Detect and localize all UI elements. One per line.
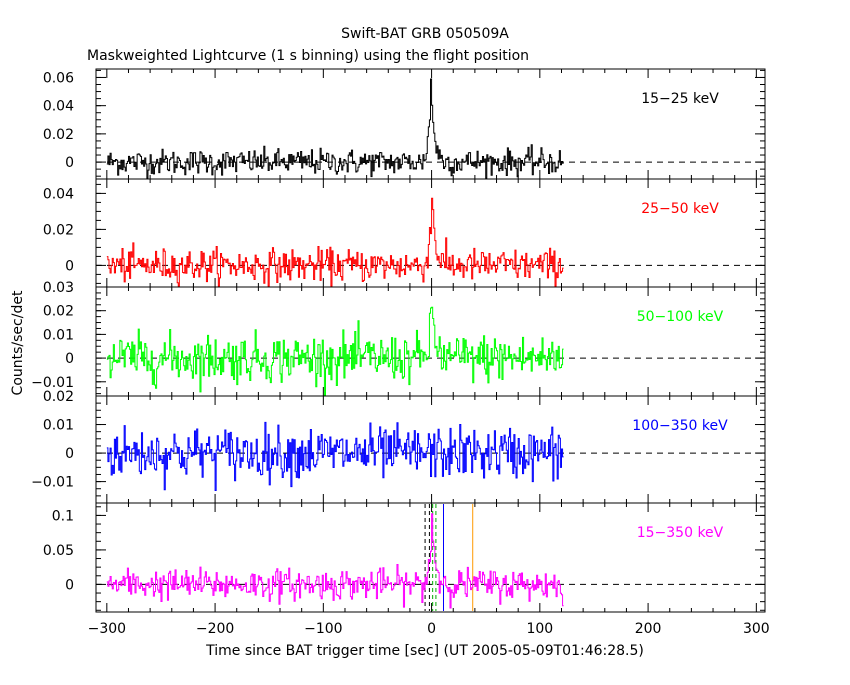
panel-frame (95, 502, 766, 613)
x-tick-label: 200 (635, 621, 662, 637)
y-tick-label: 0.03 (43, 280, 74, 296)
y-tick-label: 0.01 (43, 418, 74, 434)
panel-5: 0 0.05 0.1 15−350 keV (43, 502, 766, 613)
x-tick-label: 100 (526, 621, 553, 637)
lightcurve-series (106, 421, 564, 491)
energy-band-label: 50−100 keV (637, 309, 724, 325)
energy-band-label: 15−25 keV (641, 91, 719, 107)
y-tick-label: 0 (65, 577, 74, 593)
x-axis-label: Time since BAT trigger time [sec] (UT 20… (205, 643, 644, 659)
y-tick-label: 0 (65, 351, 74, 367)
y-tick-label: 0.05 (43, 543, 74, 559)
panel-2: 0 0.02 0.04 25−50 keV (43, 178, 766, 288)
x-tick-label: 300 (743, 621, 770, 637)
panels-group: 0 0.02 0.04 0.06 15−25 keV 0 0.02 0.04 25−50 keV… (31, 68, 770, 637)
y-tick-label: 0 (65, 258, 74, 274)
chart-subtitle: Maskweighted Lightcurve (1 s binning) us… (87, 48, 529, 64)
y-tick-label: 0 (65, 155, 74, 171)
lightcurve-series (106, 306, 564, 396)
chart-title: Swift-BAT GRB 050509A (341, 26, 509, 42)
panel-1: 0 0.02 0.04 0.06 15−25 keV (43, 68, 766, 180)
lightcurve-series (106, 197, 564, 287)
y-tick-label: 0 (65, 446, 74, 462)
energy-band-label: 15−350 keV (637, 525, 724, 541)
y-tick-label: 0.02 (43, 222, 74, 238)
panel-frame (95, 286, 766, 397)
y-tick-label: −0.01 (31, 375, 74, 391)
panel-3: −0.01 0 0.01 0.02 0.03 50−100 keV (31, 280, 766, 397)
y-tick-label: 0.02 (43, 389, 74, 405)
y-tick-label: 0.06 (43, 70, 74, 86)
energy-band-label: 25−50 keV (641, 201, 719, 217)
y-tick-label: −0.01 (31, 475, 74, 491)
y-tick-label: 0.04 (43, 99, 74, 115)
energy-band-label: 100−350 keV (632, 418, 728, 434)
y-tick-label: 0.02 (43, 304, 74, 320)
x-tick-label: −100 (304, 621, 342, 637)
lightcurve-series (106, 513, 564, 609)
y-tick-label: 0.04 (43, 186, 74, 202)
panel-4: −0.01 0 0.01 0.02 100−350 keV (31, 389, 766, 504)
x-tick-label: −200 (196, 621, 234, 637)
y-tick-label: 0.02 (43, 127, 74, 143)
y-tick-label: 0.1 (52, 508, 74, 524)
x-tick-label: 0 (427, 621, 436, 637)
lightcurve-series (106, 78, 564, 179)
x-tick-label: −300 (88, 621, 126, 637)
y-tick-label: 0.01 (43, 327, 74, 343)
y-axis-label: Counts/sec/det (10, 290, 26, 395)
